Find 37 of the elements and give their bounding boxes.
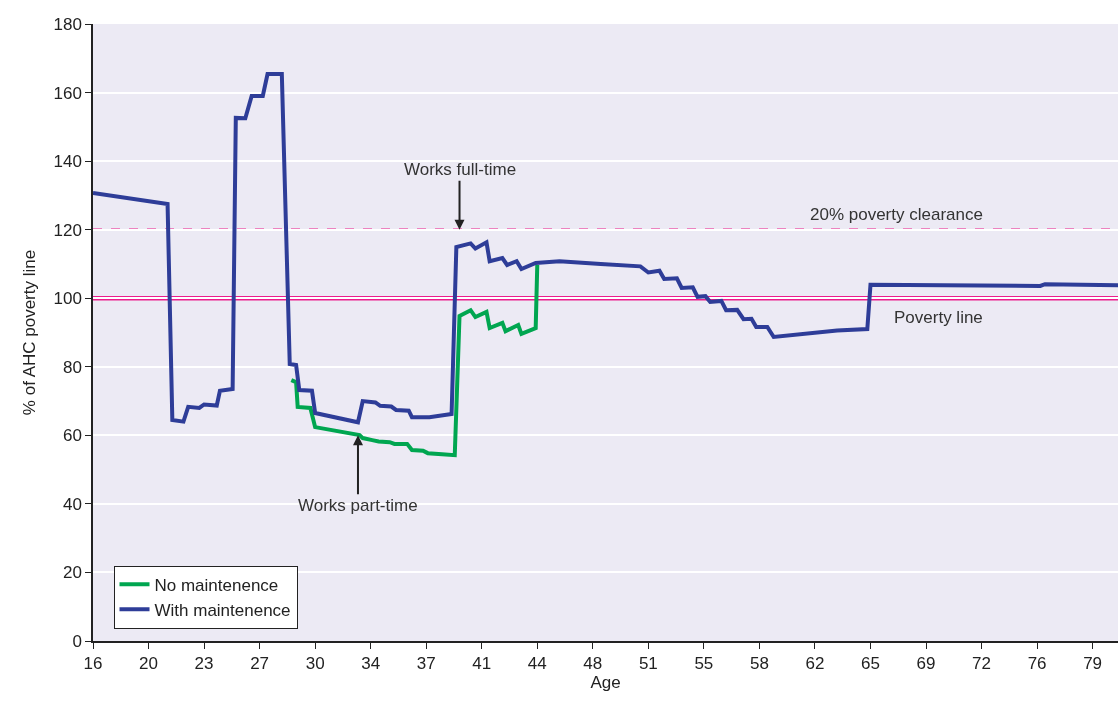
x-tick-label: 76: [1027, 654, 1047, 674]
y-tick-label: 100: [53, 289, 82, 309]
x-tick-label: 69: [916, 654, 936, 674]
x-tick-label: 20: [139, 654, 158, 674]
x-tick-label: 34: [361, 654, 381, 674]
x-tick-label: 65: [861, 654, 880, 674]
x-tick-label: 62: [805, 654, 825, 674]
ref-line-label: Poverty line: [894, 308, 983, 327]
x-tick-label: 55: [694, 654, 714, 674]
x-tick-label: 27: [250, 654, 270, 674]
x-tick-label: 16: [83, 654, 103, 674]
annotation: Works part-time: [298, 496, 418, 515]
y-tick-label: 80: [62, 357, 82, 377]
x-tick-label: 30: [305, 654, 325, 674]
y-tick-label: 40: [62, 494, 82, 514]
x-axis-title: Age: [590, 673, 621, 693]
ref-line-label: 20% poverty clearance: [810, 205, 983, 224]
y-tick-label: 180: [53, 14, 82, 34]
x-tick-label: 72: [972, 654, 991, 674]
legend-label: With maintenence: [154, 600, 291, 620]
y-tick-label: 60: [62, 426, 82, 446]
y-tick-label: 20: [62, 563, 82, 583]
x-tick-label: 23: [194, 654, 214, 674]
legend-label: No maintenence: [154, 575, 279, 595]
x-tick-label: 44: [527, 654, 547, 674]
x-tick-label: 48: [583, 654, 603, 674]
y-tick-label: 140: [53, 152, 82, 172]
x-tick-label: 37: [416, 654, 436, 674]
x-tick-label: 51: [638, 654, 658, 674]
y-axis-title: % of AHC poverty line: [19, 249, 39, 416]
x-tick-label: 79: [1083, 654, 1103, 674]
annotation: Works full-time: [404, 160, 517, 179]
y-tick-label: 120: [53, 220, 82, 240]
x-tick-label: 58: [749, 654, 769, 674]
x-tick-label: 41: [472, 654, 492, 674]
y-tick-label: 0: [72, 631, 82, 651]
y-tick-label: 160: [53, 83, 82, 103]
